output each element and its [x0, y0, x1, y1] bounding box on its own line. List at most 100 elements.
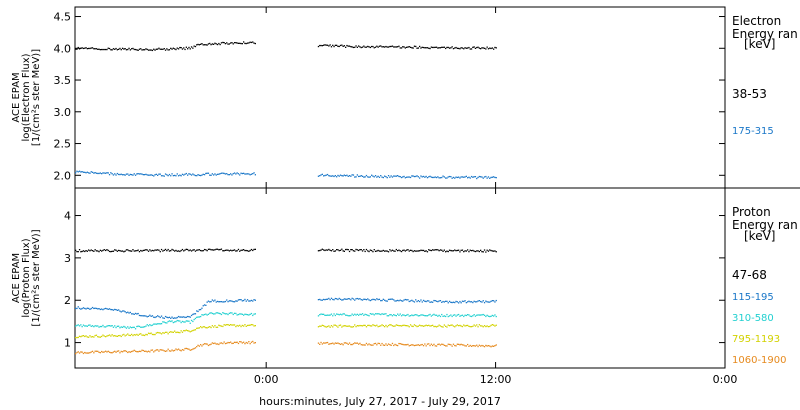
data-point [202, 305, 204, 307]
data-point [196, 310, 198, 312]
data-point [441, 249, 443, 251]
data-point [252, 173, 254, 175]
data-point [480, 300, 482, 303]
data-point [346, 325, 348, 327]
data-point [89, 308, 91, 310]
data-point [334, 314, 336, 317]
data-point [374, 325, 377, 327]
data-point [214, 249, 216, 251]
data-point [419, 324, 421, 326]
data-point [80, 324, 82, 326]
data-point [222, 342, 224, 345]
data-point [482, 345, 484, 347]
data-point [480, 48, 482, 50]
data-point [332, 342, 334, 344]
data-point [428, 47, 430, 49]
data-point [240, 42, 242, 45]
data-point [446, 46, 448, 49]
data-point [354, 250, 356, 252]
data-point [372, 324, 374, 326]
data-point [376, 313, 378, 315]
data-point [426, 47, 429, 49]
data-point [348, 325, 351, 327]
data-point [415, 299, 417, 301]
data-point [162, 332, 164, 334]
data-point [97, 336, 99, 338]
data-point [389, 298, 391, 300]
data-point [352, 314, 355, 316]
data-point [339, 313, 342, 315]
data-point [228, 174, 230, 176]
data-point [330, 250, 333, 252]
data-point [151, 333, 154, 336]
data-point [176, 173, 178, 175]
data-point [159, 251, 161, 253]
data-point [175, 175, 177, 177]
data-point [164, 315, 167, 318]
data-point [361, 313, 364, 315]
data-point [171, 331, 173, 333]
data-point [114, 173, 116, 175]
data-point [330, 313, 333, 315]
data-point [227, 43, 229, 45]
data-point [245, 173, 247, 175]
data-point [196, 175, 198, 177]
data-point [403, 314, 405, 316]
data-point [454, 47, 456, 49]
data-point [455, 250, 457, 252]
data-point [365, 46, 368, 48]
data-point [214, 313, 216, 315]
data-point [355, 326, 357, 328]
data-point [124, 350, 126, 352]
data-point [80, 336, 82, 338]
data-point [131, 313, 133, 315]
data-point [244, 42, 246, 45]
data-point [76, 324, 78, 327]
data-point [82, 171, 85, 173]
data-point [422, 46, 425, 49]
data-point [202, 326, 204, 328]
data-point [415, 250, 417, 252]
data-point [472, 345, 474, 347]
data-point [146, 351, 148, 353]
data-point [237, 342, 240, 345]
data-point [354, 324, 356, 326]
data-point [373, 176, 375, 178]
data-point [249, 249, 251, 252]
data-point [346, 174, 348, 176]
data-point [93, 48, 95, 50]
data-point [213, 43, 215, 45]
data-point [320, 299, 322, 301]
data-point [102, 334, 104, 336]
data-point [481, 344, 483, 347]
data-point [213, 313, 215, 315]
data-point [363, 314, 365, 316]
data-point [177, 315, 180, 318]
data-point [179, 320, 181, 322]
data-point [248, 314, 250, 316]
data-point [102, 351, 104, 353]
data-point [393, 175, 395, 177]
data-point [352, 326, 355, 328]
data-point [254, 248, 256, 250]
data-point [140, 350, 142, 353]
data-point [432, 249, 434, 251]
data-point [424, 315, 426, 317]
data-point [320, 249, 322, 251]
data-point [385, 343, 387, 345]
data-point [328, 314, 330, 316]
data-point [245, 300, 247, 302]
data-point [246, 173, 249, 175]
data-point [82, 324, 85, 326]
data-point [338, 314, 340, 316]
data-point [168, 331, 171, 333]
data-point [326, 249, 329, 251]
data-point [246, 314, 249, 316]
data-point [494, 250, 496, 252]
data-point [395, 248, 397, 251]
data-point [241, 300, 243, 302]
data-point [75, 325, 77, 327]
data-point [159, 173, 161, 175]
data-point [157, 323, 159, 325]
data-point [111, 334, 113, 336]
